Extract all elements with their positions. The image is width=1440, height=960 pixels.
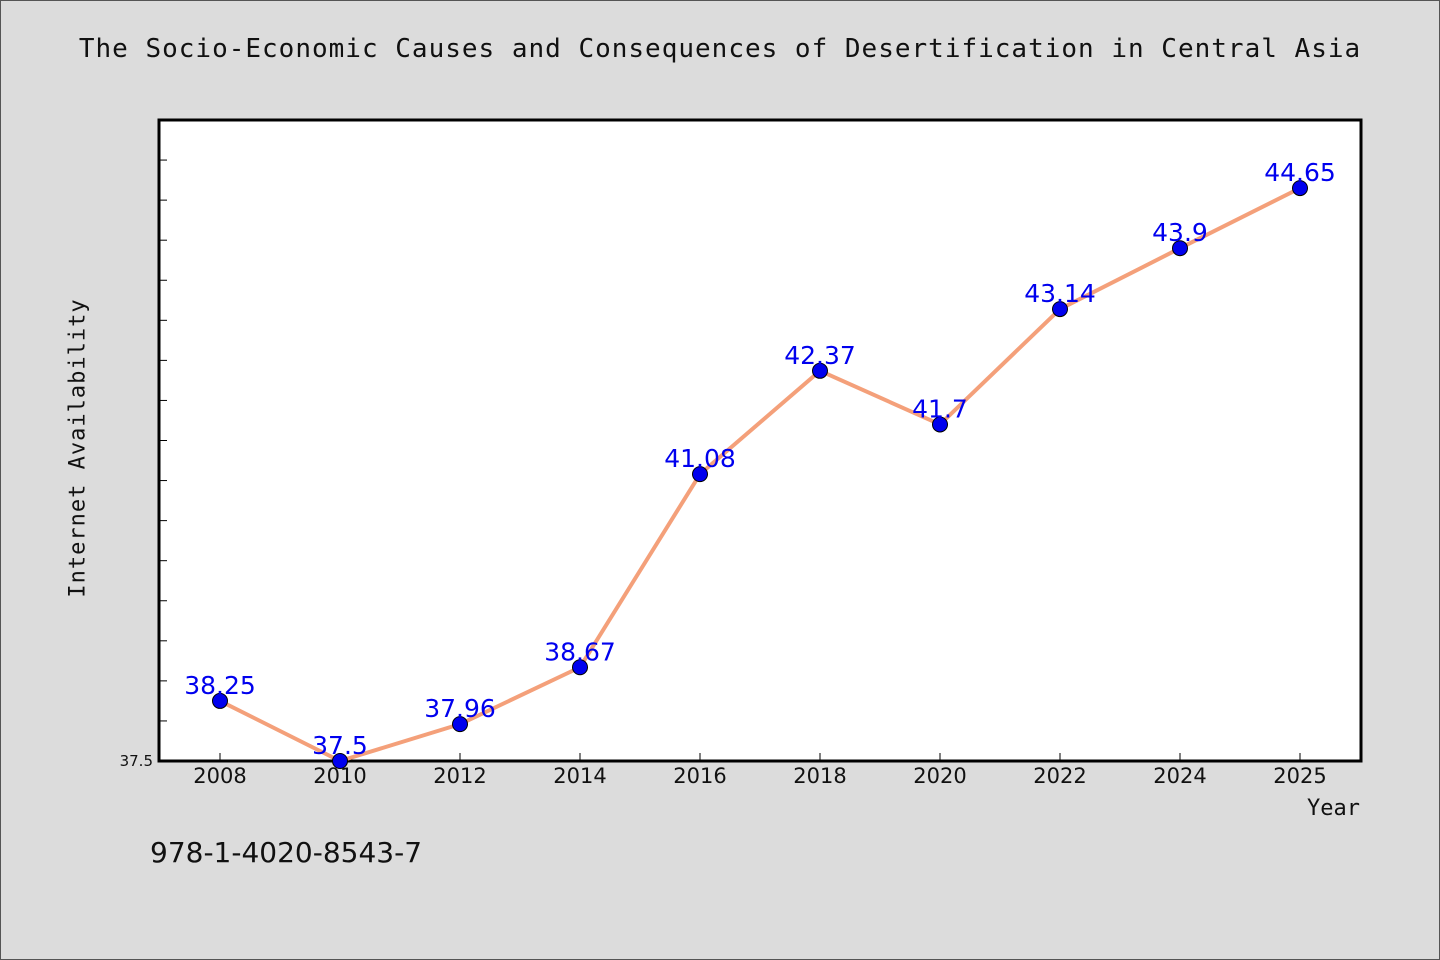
data-point bbox=[332, 753, 348, 769]
x-tick-label: 2024 bbox=[1153, 764, 1206, 788]
x-tick-label: 2022 bbox=[1033, 764, 1086, 788]
data-point bbox=[1052, 301, 1068, 318]
data-point bbox=[572, 659, 588, 676]
isbn-annotation: 978-1-4020-8543-7 bbox=[150, 836, 423, 869]
data-label: 43.14 bbox=[1024, 279, 1096, 308]
x-axis-label: Year bbox=[1307, 796, 1360, 821]
data-label: 41.08 bbox=[664, 444, 736, 473]
data-point bbox=[812, 362, 828, 379]
data-label: 37.96 bbox=[424, 694, 496, 723]
data-point bbox=[1292, 180, 1308, 197]
x-tick-label: 2012 bbox=[433, 764, 486, 788]
data-label: 42.37 bbox=[784, 341, 856, 370]
x-tick-label: 2018 bbox=[793, 764, 846, 788]
data-label: 41.7 bbox=[912, 394, 968, 423]
data-label: 38.67 bbox=[544, 637, 616, 666]
chart-title: The Socio-Economic Causes and Consequenc… bbox=[78, 34, 1362, 64]
data-label: 38.25 bbox=[184, 671, 256, 700]
series-group: 38.25 37.5 37.96 38.67 41.08 42.37 41.7 43.14 43… bbox=[184, 158, 1336, 769]
x-tick-label: 2014 bbox=[553, 764, 606, 788]
y-axis-ticks: 37.5 bbox=[120, 119, 167, 770]
x-tick-label: 2025 bbox=[1273, 764, 1326, 788]
y-tick-label: 37.5 bbox=[120, 752, 153, 770]
series-line bbox=[219, 186, 1301, 763]
x-tick-label: 2020 bbox=[913, 764, 966, 788]
data-label: 43.9 bbox=[1152, 218, 1208, 247]
data-label: 37.5 bbox=[312, 731, 368, 760]
data-label: 44.65 bbox=[1264, 158, 1336, 187]
data-point bbox=[932, 416, 948, 433]
data-point bbox=[212, 692, 228, 709]
data-point bbox=[692, 466, 708, 483]
x-tick-label: 2016 bbox=[673, 764, 726, 788]
x-tick-label: 2008 bbox=[193, 764, 246, 788]
plot-area bbox=[157, 118, 1363, 763]
data-point bbox=[1172, 240, 1188, 257]
x-axis-ticks: 2008 2010 2012 2014 2016 2018 2020 2022 2024 2025 bbox=[193, 753, 1327, 788]
data-point bbox=[452, 716, 468, 733]
